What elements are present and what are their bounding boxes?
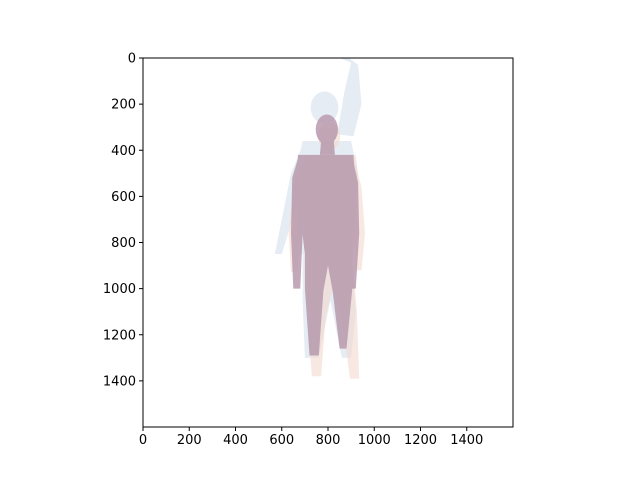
- y-tick-label: 600: [111, 190, 136, 205]
- y-tick-label: 1000: [103, 282, 136, 297]
- mauve-figure: [291, 114, 360, 356]
- x-tick-label: 200: [177, 433, 202, 448]
- image-content: [274, 58, 365, 379]
- left-arm: [291, 157, 305, 289]
- x-tick-label: 1200: [404, 433, 437, 448]
- y-tick-label: 200: [111, 98, 136, 113]
- x-tick-label: 400: [223, 433, 248, 448]
- y-tick-label: 400: [111, 144, 136, 159]
- x-axis: 0 200 400 600 800 1000 1200 1400: [139, 427, 483, 448]
- x-tick-label: 1400: [450, 433, 483, 448]
- legs: [304, 254, 353, 356]
- raised-arm: [337, 58, 362, 137]
- x-tick-label: 600: [269, 433, 294, 448]
- y-tick-label: 800: [111, 236, 136, 251]
- head: [310, 91, 339, 124]
- neck: [319, 141, 335, 155]
- y-axis: 0 200 400 600 800 1000 1200 1400: [103, 52, 143, 389]
- y-tick-label: 1200: [103, 328, 136, 343]
- y-tick-label: 1400: [103, 374, 136, 389]
- y-tick-label: 0: [128, 52, 136, 67]
- head: [315, 114, 338, 145]
- torso: [296, 154, 356, 254]
- x-tick-label: 800: [316, 433, 341, 448]
- x-tick-label: 0: [139, 433, 147, 448]
- x-tick-label: 1000: [358, 433, 391, 448]
